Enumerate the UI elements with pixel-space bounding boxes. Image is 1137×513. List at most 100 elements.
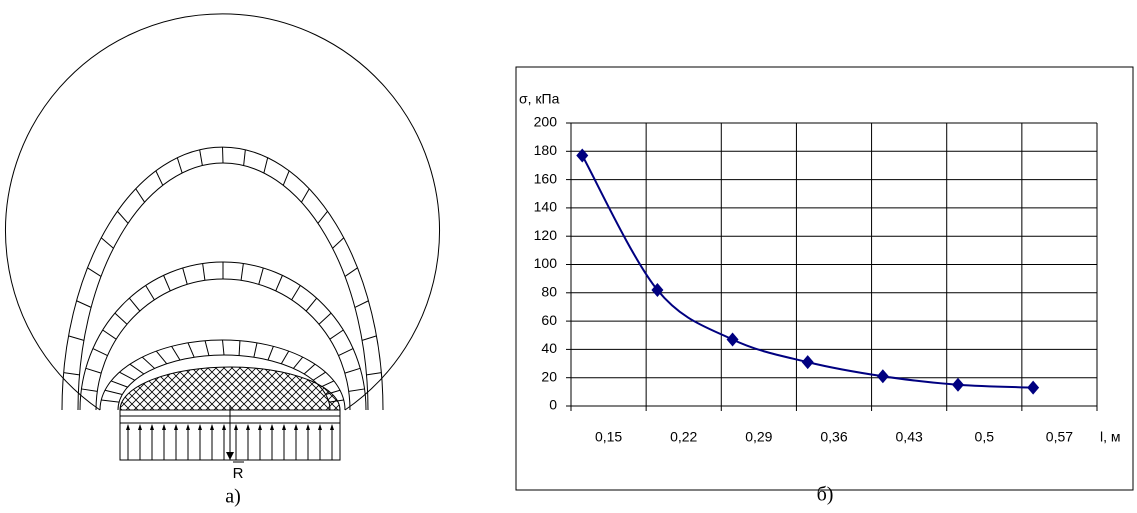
load-arrow-head	[150, 424, 154, 430]
pressure-arrow	[328, 399, 344, 403]
pressure-arrow	[312, 371, 326, 381]
load-arrow-head	[282, 424, 286, 430]
x-axis-label: l, м	[1100, 429, 1121, 445]
load-arrow-head	[330, 424, 334, 430]
x-tick-label: 0,57	[1046, 429, 1073, 445]
pressure-arrow	[282, 170, 290, 186]
pressure-arrow	[325, 389, 341, 395]
pressure-arrow	[222, 146, 224, 164]
pressure-arrow	[76, 300, 92, 308]
load-arrow-head	[246, 424, 250, 430]
load-arrow-head	[294, 424, 298, 430]
pressure-arrow	[101, 399, 120, 403]
y-tick-label: 100	[534, 255, 558, 271]
pressure-arrow	[92, 348, 108, 357]
pressure-arrow	[102, 329, 117, 340]
pressure-arrow	[63, 372, 80, 376]
marker	[726, 332, 739, 347]
pressure-arrow	[163, 275, 171, 292]
band-inner	[117, 354, 331, 411]
pressure-arrow	[348, 388, 365, 392]
pressure-arrow	[141, 356, 155, 369]
marker	[951, 377, 964, 392]
hatched-zone	[119, 366, 341, 411]
pressure-arrow	[176, 157, 183, 174]
chart-frame	[515, 66, 1134, 491]
x-tick-label: 0,36	[820, 429, 847, 445]
y-tick-label: 200	[534, 114, 558, 130]
load-arrow-head	[258, 424, 262, 430]
pressure-arrow	[253, 342, 258, 358]
pressure-arrow	[100, 237, 114, 249]
load-arrow-head	[234, 424, 238, 430]
y-tick-label: 180	[534, 142, 558, 158]
pressure-arrow	[238, 340, 241, 356]
pressure-arrow	[117, 210, 129, 224]
y-tick-label: 160	[534, 170, 558, 186]
pressure-arrow	[305, 297, 318, 312]
pressure-arrow	[366, 372, 382, 376]
pressure-arrow	[145, 285, 155, 301]
y-tick-label: 40	[541, 340, 557, 356]
subfig-label: а)	[225, 486, 241, 508]
y-tick-label: 20	[541, 368, 557, 384]
pressure-arrow	[344, 367, 361, 374]
x-tick-label: 0,15	[595, 429, 622, 445]
load-arrow-head	[198, 424, 202, 430]
pressure-arrow	[187, 342, 195, 358]
y-tick-label: 140	[534, 199, 558, 215]
pressure-arrow	[110, 380, 128, 388]
load-arrow-head	[162, 424, 166, 430]
force-arrow-head	[226, 452, 234, 460]
pressure-arrow	[258, 267, 264, 285]
pressure-arrow	[222, 339, 225, 356]
pressure-arrow	[329, 329, 344, 340]
x-tick-label: 0,29	[745, 429, 772, 445]
y-tick-label: 80	[541, 284, 557, 300]
pressure-arrow	[280, 350, 290, 364]
x-tick-label: 0,22	[670, 429, 697, 445]
marker	[876, 369, 889, 384]
load-arrow-head	[138, 424, 142, 430]
pressure-arrow	[317, 210, 328, 224]
y-tick-label: 120	[534, 227, 558, 243]
pressure-arrow	[128, 297, 141, 312]
outer-circle	[5, 13, 440, 411]
pressure-arrow	[119, 371, 136, 381]
pressure-arrow	[267, 346, 274, 361]
pressure-arrow	[300, 188, 310, 203]
force-label: R	[233, 465, 244, 482]
pressure-arrow	[199, 149, 203, 166]
pressure-arrow	[293, 356, 304, 369]
pressure-arrow	[155, 170, 164, 186]
y-tick-label: 0	[549, 397, 557, 413]
pressure-arrow	[263, 157, 269, 174]
y-tick-label: 60	[541, 312, 557, 328]
pressure-arrow	[104, 389, 123, 395]
x-tick-label: 0,43	[896, 429, 923, 445]
pressure-arrow	[303, 363, 316, 375]
pressure-arrow	[243, 149, 246, 166]
pressure-arrow	[182, 267, 188, 285]
marker	[576, 148, 589, 163]
pressure-arrow	[332, 237, 345, 249]
load-arrow-head	[222, 424, 226, 430]
pressure-arrow	[318, 312, 332, 325]
marker	[651, 282, 664, 297]
load-arrow-head	[186, 424, 190, 430]
load-arrow-head	[270, 424, 274, 430]
y-axis-label: σ, кПа	[519, 91, 560, 107]
pressure-arrow	[68, 335, 85, 341]
load-arrow-head	[174, 424, 178, 430]
subfig-label: б)	[817, 484, 834, 506]
diagram-a: R а)	[5, 13, 440, 508]
pressure-arrow	[204, 340, 210, 356]
pressure-arrow	[171, 346, 181, 361]
pressure-arrow	[291, 285, 301, 301]
pressure-arrow	[85, 367, 102, 374]
pressure-arrow	[114, 312, 128, 325]
load-arrow-head	[210, 424, 214, 430]
load-arrow-head	[306, 424, 310, 430]
marker	[1027, 380, 1040, 395]
